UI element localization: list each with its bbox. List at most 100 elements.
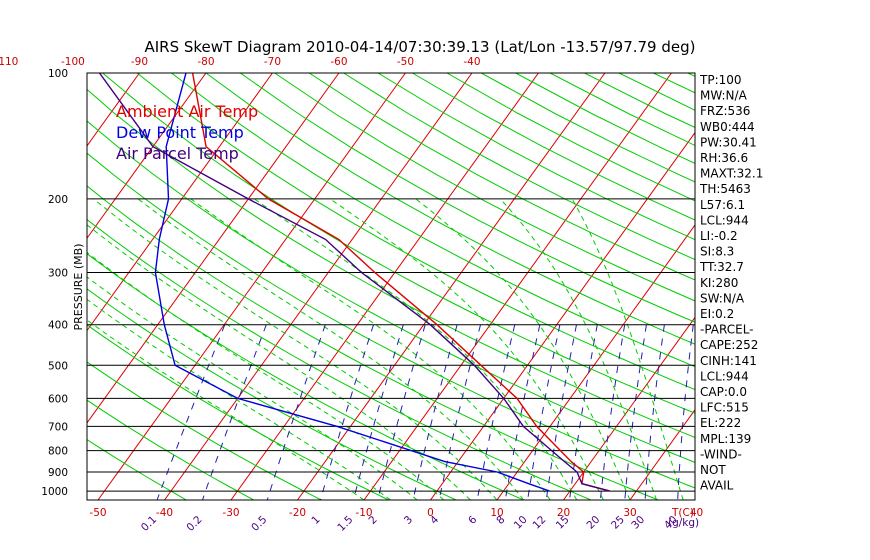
index-item: MW:N/A <box>700 89 748 103</box>
moist-adiabat-line <box>571 198 684 500</box>
bottom-temp-tick-label: 0 <box>427 507 434 519</box>
index-item: WB0:444 <box>700 120 755 134</box>
moist-adiabat-line <box>190 198 551 500</box>
index-item: LI:-0.2 <box>700 229 738 243</box>
isotherm-line <box>0 73 6 500</box>
pressure-tick-label: 1000 <box>41 486 68 498</box>
isotherm-line <box>297 73 606 500</box>
bottom-axis-unit: T(C) <box>671 507 694 519</box>
legend-entry: Ambient Air Temp <box>116 102 258 121</box>
index-item: TT:32.7 <box>699 260 744 274</box>
dry-adiabat-line <box>87 361 322 500</box>
y-axis-label: PRESSURE (MB) <box>72 244 85 331</box>
moist-adiabat-line <box>253 198 578 500</box>
dry-adiabat-line <box>653 73 695 94</box>
dry-adiabat-line <box>412 73 695 221</box>
index-item: NOT <box>700 463 726 477</box>
dry-adiabat-line <box>87 399 254 500</box>
index-item: KI:280 <box>700 276 738 290</box>
mixing-ratio-line <box>545 324 577 500</box>
bottom-temp-tick-label: 30 <box>623 507 636 519</box>
dry-adiabat-line <box>87 88 695 439</box>
isotherm-line <box>830 73 870 500</box>
top-temp-tick-label: -100 <box>61 56 85 68</box>
mixing-ratio-line <box>644 324 665 500</box>
isotherm-line <box>87 73 140 147</box>
mixing-ratio-line <box>266 324 326 500</box>
index-item: SI:8.3 <box>700 245 734 259</box>
mixing-ratio-tick-label: 0.5 <box>249 514 269 534</box>
isotherm-line <box>230 73 539 500</box>
isotherm-line <box>164 73 473 500</box>
legend-entry: Dew Point Temp <box>116 123 244 142</box>
index-item: CINH:141 <box>700 354 757 368</box>
index-item: AVAIL <box>700 479 734 493</box>
isotherm-line <box>563 316 695 500</box>
top-temp-tick-label: -60 <box>330 56 347 68</box>
mixing-ratio-tick-label: 6 <box>466 513 479 526</box>
mixing-ratio-line <box>527 324 561 500</box>
moist-adiabat-line <box>87 298 391 500</box>
dry-adiabat-line <box>136 73 695 391</box>
mixing-ratio-unit: (g/kg) <box>668 517 699 529</box>
index-item: FRZ:536 <box>700 104 750 118</box>
bottom-temp-tick-label: -10 <box>355 507 372 519</box>
top-temp-tick-label: -110 <box>0 56 18 68</box>
profile-series <box>98 73 610 492</box>
top-temp-tick-label: -70 <box>264 56 281 68</box>
moist-adiabat-line <box>87 276 418 500</box>
bottom-temp-tick-label: -40 <box>156 507 173 519</box>
mixing-ratio-tick-label: 2 <box>367 514 380 527</box>
dry-adiabat-line <box>87 120 695 463</box>
index-item: L57:6.1 <box>700 198 745 212</box>
dry-adiabat-line <box>87 185 659 500</box>
moist-adiabat-line <box>87 319 365 500</box>
mixing-ratio-line <box>504 324 541 500</box>
mixing-ratio-tick-label: 4 <box>428 513 441 526</box>
top-temp-axis: -120-110-100-90-80-70-60-50-40 <box>0 56 481 68</box>
dry-adiabat-line <box>240 73 695 323</box>
top-temp-tick-label: -90 <box>131 56 148 68</box>
series-line-0 <box>191 73 610 492</box>
index-item: MAXT:32.1 <box>700 167 763 181</box>
mixing-ratio-line <box>476 324 516 500</box>
pressure-tick-label: 500 <box>48 360 68 372</box>
mixing-ratio-tick-label: 3 <box>402 514 415 527</box>
legend-entry: Air Parcel Temp <box>116 144 239 163</box>
bottom-temp-tick-label: -50 <box>89 507 106 519</box>
dry-adiabat-line <box>87 152 695 489</box>
top-temp-tick-label: -80 <box>197 56 214 68</box>
pressure-axis: 100 200 300 400 500 600 700 800 900 1000 <box>41 68 68 498</box>
dry-adiabat-line <box>102 73 695 414</box>
mixing-ratio-line <box>569 324 598 500</box>
mixing-ratio-tick-label: 0.2 <box>184 514 204 534</box>
bottom-temp-tick-label: -30 <box>222 507 239 519</box>
pressure-tick-label: 400 <box>48 320 68 332</box>
isotherm-line <box>87 73 340 424</box>
moist-adiabat-line <box>137 198 524 500</box>
pressure-tick-label: 600 <box>48 393 68 405</box>
mixing-ratio-tick-label: 10 <box>512 514 530 532</box>
index-item: RH:36.6 <box>700 151 748 165</box>
mixing-ratio-line <box>438 324 481 500</box>
plot-frame <box>86 72 696 501</box>
mixing-ratio-line <box>320 324 374 500</box>
index-item: -PARCEL- <box>700 323 754 337</box>
mixing-ratio-tick-label: 8 <box>494 514 507 527</box>
mixing-ratio-tick-label: 12 <box>530 514 548 532</box>
dry-adiabat-line <box>87 324 389 500</box>
series-line-1 <box>154 73 551 492</box>
pressure-tick-label: 100 <box>48 68 68 80</box>
mixing-ratio-line <box>599 324 626 500</box>
index-item: MPL:139 <box>700 432 751 446</box>
mixing-ratio-line <box>624 324 647 500</box>
isotherm-line <box>87 73 207 240</box>
mixing-ratio-line <box>352 324 404 500</box>
chart-title: AIRS SkewT Diagram 2010-04-14/07:30:39.1… <box>144 38 695 56</box>
moist-adiabat-line <box>93 198 498 500</box>
index-item: CAP:0.0 <box>700 385 747 399</box>
index-item: PW:30.41 <box>700 135 757 149</box>
index-item: EI:0.2 <box>700 307 734 321</box>
pressure-tick-label: 900 <box>48 467 68 479</box>
